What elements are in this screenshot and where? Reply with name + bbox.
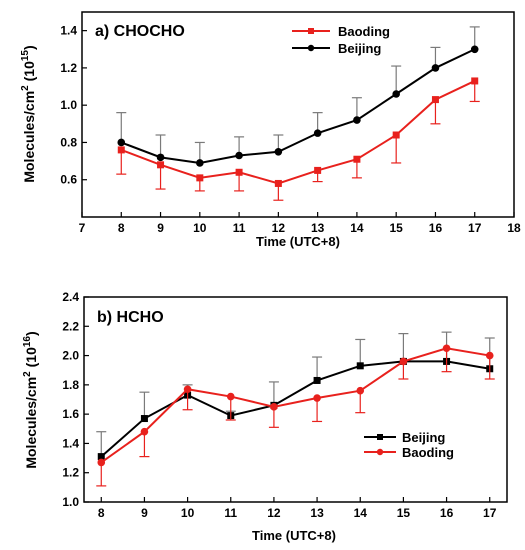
legend-marker-beijing: [377, 434, 383, 440]
legend: Baoding Beijing: [292, 24, 390, 56]
series-line-beijing: [100, 360, 490, 458]
data-point-beijing: [117, 138, 126, 147]
data-point-baoding: [183, 385, 192, 394]
data-point-beijing: [196, 159, 204, 167]
legend-marker-baoding: [376, 448, 384, 456]
data-point-baoding: [471, 77, 479, 85]
data-point-beijing: [431, 64, 440, 72]
series-line-baoding: [100, 347, 490, 464]
plot-frame: [83, 296, 508, 503]
data-point-baoding: [140, 427, 149, 436]
chart-title: b) HCHO: [97, 309, 164, 326]
data-point-baoding: [196, 174, 204, 182]
x-tick-label: 15: [390, 221, 404, 235]
data-point-beijing: [97, 453, 105, 461]
legend-label-baoding: Baoding: [338, 24, 390, 39]
legend-marker-baoding: [308, 28, 314, 34]
data-point-beijing: [274, 147, 283, 156]
data-point-baoding: [270, 403, 278, 411]
y-tick-label: 1.8: [62, 378, 79, 392]
data-point-baoding: [485, 351, 494, 360]
data-point-baoding: [313, 394, 321, 402]
x-tick-label: 8: [118, 221, 125, 235]
data-point-baoding: [226, 392, 235, 401]
data-point-beijing: [356, 362, 364, 370]
y-tick-label: 2.2: [62, 319, 79, 333]
data-point-beijing: [313, 129, 322, 137]
data-point-baoding: [157, 161, 165, 169]
y-tick-label: 2.4: [62, 290, 79, 304]
data-point-baoding: [442, 344, 451, 353]
y-tick-label: 2.0: [62, 349, 79, 363]
x-tick-label: 11: [233, 221, 246, 235]
x-tick-label: 17: [483, 506, 497, 520]
data-point-beijing: [140, 415, 148, 423]
x-tick-label: 13: [310, 506, 324, 520]
x-tick-label: 10: [193, 221, 207, 235]
data-point-beijing: [235, 151, 243, 160]
plot-frame: [81, 11, 515, 218]
legend: Beijing Baoding: [364, 430, 454, 460]
series-line-beijing: [120, 48, 476, 164]
y-tick-label: 1.4: [62, 436, 79, 450]
x-tick-label: 16: [429, 221, 443, 235]
x-axis-label: Time (UTC+8): [252, 528, 336, 543]
data-point-baoding: [314, 166, 322, 174]
x-tick-label: 18: [507, 221, 521, 235]
x-tick-label: 13: [311, 221, 325, 235]
y-tick-label: 0.6: [60, 173, 77, 187]
legend-label-beijing: Beijing: [338, 41, 381, 56]
x-tick-label: 11: [224, 506, 237, 520]
y-tick-label: 1.2: [62, 466, 79, 480]
x-tick-label: 15: [397, 506, 411, 520]
y-tick-label: 1.6: [62, 407, 79, 421]
y-axis-label: Molecules/cm2 (1015): [20, 45, 37, 182]
x-tick-label: 12: [272, 221, 286, 235]
data-point-baoding: [353, 155, 361, 163]
data-point-baoding: [356, 386, 365, 395]
x-tick-label: 12: [267, 506, 281, 520]
chart-panel-hcho: b) HCHO Time (UTC+8) Molecules/cm2 (1016…: [22, 290, 508, 543]
legend-label-baoding: Baoding: [402, 445, 454, 460]
data-point-baoding: [97, 458, 106, 467]
y-tick-label: 1.4: [60, 24, 77, 38]
data-point-beijing: [392, 90, 400, 98]
x-tick-label: 9: [141, 506, 148, 520]
legend-marker-beijing: [307, 44, 315, 52]
series-line-baoding: [120, 80, 476, 185]
data-point-baoding: [399, 357, 408, 366]
x-tick-label: 7: [79, 221, 86, 235]
x-axis-label: Time (UTC+8): [256, 234, 340, 249]
data-point-beijing: [313, 376, 321, 384]
y-tick-label: 1.2: [60, 61, 77, 75]
x-tick-label: 8: [98, 506, 105, 520]
x-tick-label: 14: [350, 221, 364, 235]
data-point-beijing: [470, 45, 479, 54]
x-tick-label: 17: [468, 221, 482, 235]
chart-title: a) CHOCHO: [95, 23, 185, 40]
y-tick-label: 1.0: [60, 98, 77, 112]
data-point-baoding: [274, 179, 282, 187]
data-point-baoding: [392, 131, 400, 139]
y-tick-label: 0.8: [60, 135, 77, 149]
data-point-baoding: [235, 168, 243, 176]
y-tick-label: 1.0: [62, 495, 79, 509]
chart-panel-chocho: a) CHOCHO Time (UTC+8) Molecules/cm2 (10…: [20, 11, 521, 249]
x-tick-label: 14: [354, 506, 368, 520]
legend-label-beijing: Beijing: [402, 430, 445, 445]
data-point-beijing: [353, 116, 361, 124]
data-point-beijing: [156, 153, 165, 162]
x-tick-label: 16: [440, 506, 454, 520]
x-tick-label: 9: [157, 221, 164, 235]
x-tick-label: 10: [181, 506, 195, 520]
data-point-baoding: [431, 96, 439, 104]
data-point-baoding: [117, 146, 125, 154]
y-axis-label: Molecules/cm2 (1016): [22, 331, 39, 468]
